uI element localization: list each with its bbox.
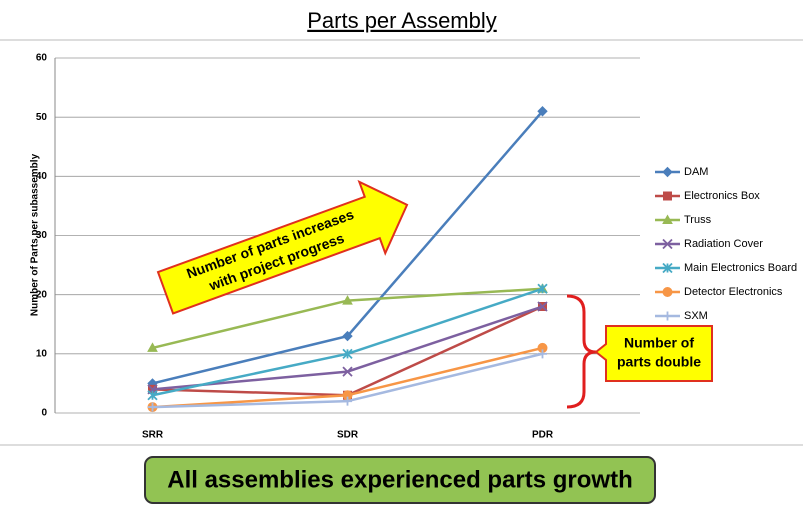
line	[152, 305, 543, 391]
marker	[343, 396, 352, 406]
line	[152, 287, 543, 397]
legend-label: Main Electronics Board	[684, 262, 797, 274]
legend-label: Truss	[684, 214, 712, 226]
marker	[538, 349, 547, 359]
legend-label: Detector Electronics	[684, 286, 783, 298]
marker	[662, 238, 673, 250]
marker	[147, 342, 158, 352]
marker	[342, 348, 353, 359]
annotation: parts double	[617, 354, 701, 370]
marker	[662, 262, 673, 274]
x-tick-label: SRR	[142, 430, 164, 441]
annotation: Number of	[624, 335, 694, 351]
x-tick-label: PDR	[532, 430, 554, 441]
y-tick-label: 0	[41, 408, 47, 419]
y-tick-label: 10	[36, 348, 48, 359]
marker	[663, 311, 672, 321]
marker	[663, 191, 672, 201]
marker	[342, 330, 353, 342]
legend-label: Electronics Box	[684, 190, 760, 202]
marker	[537, 283, 548, 294]
y-tick-label: 50	[36, 112, 48, 123]
footer: All assemblies experienced parts growth	[167, 466, 633, 493]
y-tick-label: 30	[36, 230, 48, 241]
y-axis-label: Number of Parts per subassembly	[30, 153, 41, 316]
marker	[148, 402, 157, 412]
marker	[342, 295, 353, 305]
callout-box	[594, 325, 713, 382]
marker	[147, 390, 158, 401]
marker	[662, 214, 673, 224]
marker	[537, 106, 548, 117]
legend-label: SXM	[684, 310, 708, 322]
y-tick-label: 20	[36, 289, 48, 300]
legend-label: Radiation Cover	[684, 238, 763, 250]
y-tick-label: 60	[36, 53, 48, 64]
legend-label: DAM	[684, 166, 708, 178]
footer-box	[144, 456, 656, 504]
chart-title: Parts per Assembly	[307, 8, 497, 33]
arrow-shape	[156, 179, 409, 315]
y-tick-label: 40	[36, 171, 48, 182]
x-tick-label: SDR	[337, 430, 359, 441]
marker	[537, 301, 548, 312]
bracket	[566, 294, 597, 409]
marker	[342, 366, 353, 377]
marker	[662, 166, 673, 178]
marker	[662, 287, 673, 297]
